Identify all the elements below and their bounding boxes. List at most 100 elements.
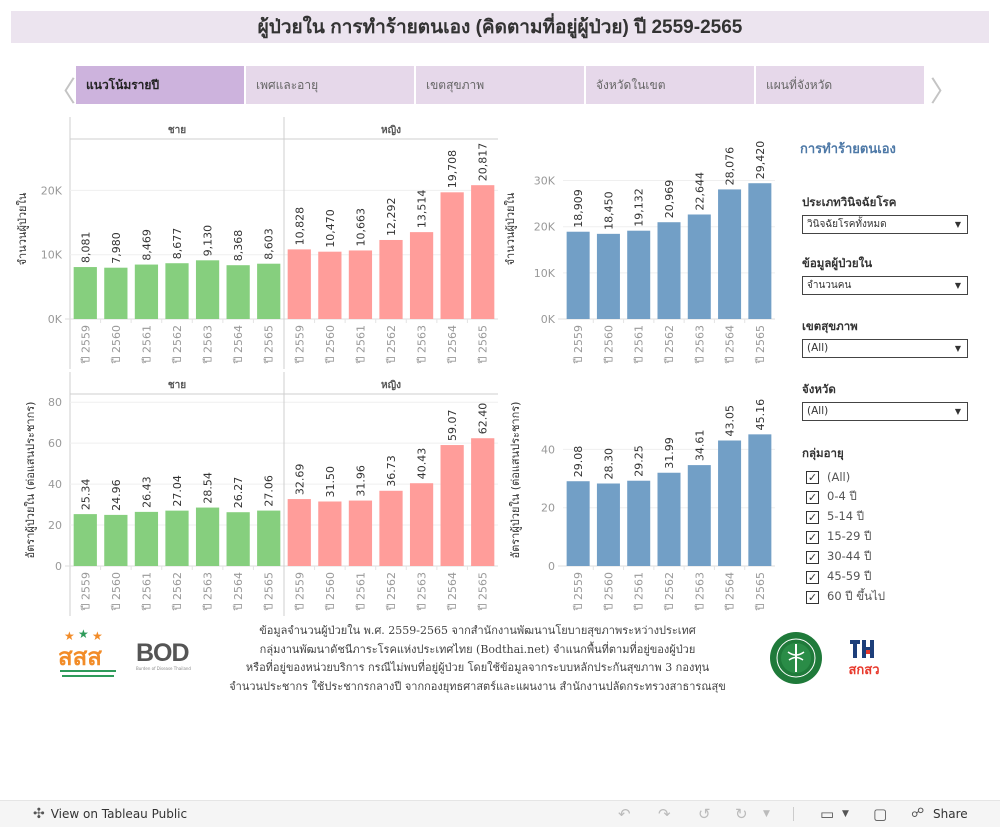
bar-value-label: 18,909	[572, 189, 585, 228]
bar-value-label: 8,603	[263, 228, 276, 260]
chevron-left-icon[interactable]: 〈	[48, 75, 77, 108]
checkbox-checked-icon: ✓	[806, 550, 819, 564]
tab-label: แนวโน้มรายปี	[86, 77, 160, 92]
x-tick-label: ปี 2564	[446, 325, 459, 365]
fullscreen-icon[interactable]: ▢	[873, 805, 888, 823]
x-tick-label: ปี 2561	[633, 572, 646, 612]
age-checkbox-30-44[interactable]: ✓ 30-44 ปี	[806, 548, 871, 566]
x-tick-label: ปี 2559	[79, 325, 92, 365]
x-tick-label: ปี 2564	[232, 325, 245, 365]
age-checkbox-15-29[interactable]: ✓ 15-29 ปี	[806, 528, 871, 546]
revert-icon[interactable]: ↺	[698, 805, 711, 823]
bar-value-label: 13,514	[416, 190, 429, 229]
checkbox-label: (All)	[827, 470, 851, 484]
refresh-dropdown-icon[interactable]: ▼	[763, 809, 770, 819]
dashboard-title-bar: ผู้ป่วยใน การทำร้ายตนเอง (คิดตามที่อยู่ผ…	[11, 11, 989, 43]
checkbox-checked-icon: ✓	[806, 470, 819, 484]
x-tick-label: ปี 2562	[385, 325, 398, 365]
filter-label-age-group: กลุ่มอายุ	[802, 446, 844, 460]
checkbox-checked-icon: ✓	[806, 590, 819, 604]
bar	[718, 440, 742, 566]
checkbox-label: 30-44 ปี	[827, 549, 872, 563]
bar	[471, 438, 495, 566]
bar-value-label: 29.08	[572, 446, 585, 478]
view-on-tableau-button[interactable]: ✣ View on Tableau Public	[33, 806, 187, 822]
x-tick-label: ปี 2559	[293, 572, 306, 612]
x-tick-label: ปี 2561	[354, 572, 367, 612]
age-checkbox-0-4[interactable]: ✓ 0-4 ปี	[806, 488, 857, 506]
tab-label: เขตสุขภาพ	[426, 77, 485, 92]
x-tick-label: ปี 2565	[263, 325, 276, 365]
y-axis-title: อัตราผู้ป่วยใน (ต่อแสนประชากร)	[509, 402, 522, 559]
health-region-dropdown[interactable]: (All) ▼	[802, 339, 968, 358]
panel-header-male: ชาย	[168, 125, 186, 136]
x-tick-label: ปี 2561	[633, 325, 646, 365]
bar-value-label: 34.61	[693, 430, 706, 462]
age-checkbox-60-plus[interactable]: ✓ 60 ปี ขึ้นไป	[806, 588, 885, 606]
age-checkbox-5-14[interactable]: ✓ 5-14 ปี	[806, 508, 864, 526]
chevron-right-icon[interactable]: 〉	[930, 75, 959, 108]
bar	[409, 232, 434, 319]
tab-province-in-region[interactable]: จังหวัดในเขต	[586, 66, 754, 104]
toolbar-divider	[793, 807, 794, 821]
bar-value-label: 10,663	[354, 208, 367, 247]
y-axis-title: อัตราผู้ป่วยใน (ต่อแสนประชากร)	[24, 402, 37, 559]
source-line: จำนวนประชากร ใช้ประชากรกลางปี จากกองยุทธ…	[229, 679, 726, 693]
checkbox-label: 0-4 ปี	[827, 489, 857, 503]
dropdown-value: จำนวนคน	[807, 280, 852, 291]
undo-icon[interactable]: ↶	[618, 805, 631, 823]
x-tick-label: ปี 2562	[171, 325, 184, 365]
bar	[718, 189, 742, 319]
view-on-tableau-label: View on Tableau Public	[50, 807, 188, 821]
x-tick-label: ปี 2562	[663, 572, 676, 612]
share-button[interactable]: Share	[933, 807, 968, 821]
x-tick-label: ปี 2564	[724, 325, 737, 365]
download-icon[interactable]: ▭	[820, 805, 835, 823]
bar-value-label: 19,708	[446, 150, 459, 189]
y-tick-label: 0	[548, 560, 555, 573]
diagnosis-type-dropdown[interactable]: วินิจฉัยโรคทั้งหมด ▼	[802, 215, 968, 234]
y-tick-label: 0	[55, 560, 62, 573]
bod-logo: BOD Burden of Disease Thailand	[136, 640, 196, 674]
tab-sex-age[interactable]: เพศและอายุ	[246, 66, 414, 104]
x-tick-label: ปี 2563	[202, 572, 215, 612]
thaihealth-logo: ★ ★ ★ สสส	[58, 627, 120, 680]
refresh-icon[interactable]: ↻	[735, 805, 748, 823]
x-tick-label: ปี 2559	[293, 325, 306, 365]
story-navigation: 〈 แนวโน้มรายปี เพศและอายุ เขตสุขภาพ จังห…	[0, 66, 1000, 108]
age-checkbox-45-59[interactable]: ✓ 45-59 ปี	[806, 568, 871, 586]
bar-value-label: 26.43	[140, 476, 153, 508]
redo-icon[interactable]: ↷	[658, 805, 671, 823]
bar-value-label: 27.04	[171, 475, 184, 507]
panel-header-male: ชาย	[168, 380, 186, 391]
download-dropdown-icon[interactable]: ▼	[842, 809, 849, 819]
bar	[440, 445, 464, 566]
bar	[226, 265, 250, 319]
checkbox-label: 45-59 ปี	[827, 569, 872, 583]
checkbox-label: 15-29 ปี	[827, 529, 872, 543]
bar-value-label: 43.05	[724, 405, 737, 437]
tableau-logo-icon: ✣	[33, 806, 45, 822]
x-tick-label: ปี 2562	[171, 572, 184, 612]
tab-yearly-trend[interactable]: แนวโน้มรายปี	[76, 66, 244, 104]
bar-value-label: 24.96	[110, 479, 123, 511]
y-tick-label: 80	[48, 396, 62, 409]
data-source-note: ข้อมูลจำนวนผู้ป่วยใน พ.ศ. 2559-2565 จากส…	[205, 622, 750, 696]
bar-value-label: 9,130	[202, 225, 215, 257]
bar	[657, 222, 681, 319]
dropdown-value: วินิจฉัยโรคทั้งหมด	[807, 219, 887, 230]
bar	[287, 249, 311, 319]
tableau-toolbar: ✣ View on Tableau Public ↶ ↷ ↺ ↻ ▼ ▭ ▼ ▢…	[0, 800, 1000, 827]
inpatient-data-dropdown[interactable]: จำนวนคน ▼	[802, 276, 968, 295]
tab-province-map[interactable]: แผนที่จังหวัด	[756, 66, 924, 104]
age-checkbox-all[interactable]: ✓ (All)	[806, 468, 850, 486]
share-icon[interactable]: ☍	[911, 806, 925, 821]
bar-value-label: 20,969	[663, 180, 676, 219]
sidebar-title: การทำร้ายตนเอง	[800, 142, 896, 157]
province-dropdown[interactable]: (All) ▼	[802, 402, 968, 421]
x-tick-label: ปี 2565	[477, 325, 490, 365]
bar-value-label: 28.54	[202, 472, 215, 504]
bar-value-label: 27.06	[263, 475, 276, 507]
bar	[348, 500, 373, 566]
tab-health-region[interactable]: เขตสุขภาพ	[416, 66, 584, 104]
